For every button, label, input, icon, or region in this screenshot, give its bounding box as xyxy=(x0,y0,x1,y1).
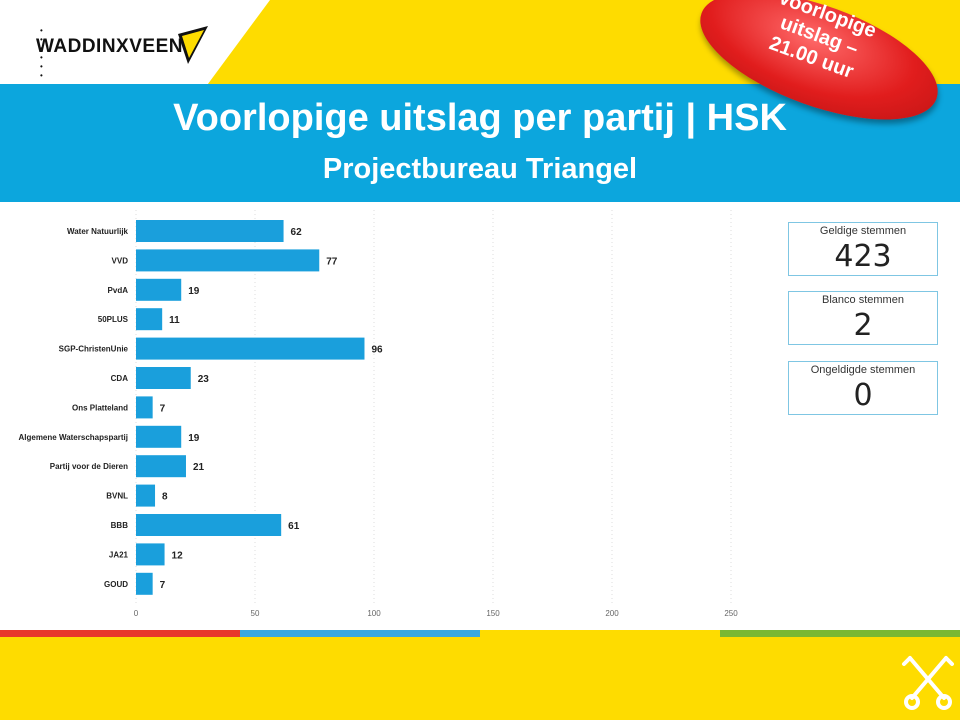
bar xyxy=(136,249,320,272)
category-label: VVD xyxy=(112,256,129,265)
stripe-blue xyxy=(240,630,480,637)
category-label: BBB xyxy=(111,521,129,530)
bar xyxy=(136,543,165,566)
category-label: 50PLUS xyxy=(98,315,129,324)
data-label: 7 xyxy=(160,403,166,414)
kpi-label: Geldige stemmen xyxy=(819,225,907,237)
bar xyxy=(136,396,153,419)
category-label: Partij voor de Dieren xyxy=(50,462,128,471)
data-label: 19 xyxy=(188,286,200,297)
kpi-invalid-votes: Ongeldigde stemmen 0 xyxy=(788,361,938,415)
bar xyxy=(136,484,156,507)
x-tick-label: 100 xyxy=(367,609,381,618)
kpi-value: 423 xyxy=(834,239,892,274)
data-label: 96 xyxy=(371,345,383,356)
kpi-label: Blanco stemmen xyxy=(822,294,904,306)
data-label: 21 xyxy=(193,462,205,473)
data-label: 12 xyxy=(172,550,184,561)
data-label: 61 xyxy=(288,521,300,532)
bar xyxy=(136,308,163,331)
bar xyxy=(136,425,182,448)
footer-yellow-band xyxy=(0,637,960,720)
page-subtitle: Projectbureau Triangel xyxy=(322,153,638,185)
stripe-red xyxy=(0,630,240,637)
data-label: 11 xyxy=(169,315,180,326)
logo-emblem-icon xyxy=(178,26,208,64)
kpi-value: 0 xyxy=(853,378,873,413)
category-label: JA21 xyxy=(109,550,129,559)
x-tick-label: 200 xyxy=(605,609,619,618)
kpi-valid-votes: Geldige stemmen 423 xyxy=(788,222,938,276)
category-label: PvdA xyxy=(108,286,129,295)
category-label: Algemene Waterschapspartij xyxy=(18,433,128,442)
crossed-keys-icon xyxy=(902,656,954,710)
page-title: Voorlopige uitslag per partij | HSK xyxy=(173,97,787,139)
bar xyxy=(136,337,365,360)
x-tick-label: 250 xyxy=(724,609,738,618)
bar xyxy=(136,455,186,478)
bar xyxy=(136,572,153,595)
category-label: SGP-ChristenUnie xyxy=(59,345,129,354)
bar xyxy=(136,514,282,536)
data-label: 19 xyxy=(188,433,200,444)
bar xyxy=(136,220,284,242)
category-label: Water Natuurlijk xyxy=(67,227,129,236)
x-tick-label: 50 xyxy=(251,609,260,618)
category-label: CDA xyxy=(111,374,129,383)
kpi-value: 2 xyxy=(853,308,873,343)
category-label: GOUD xyxy=(104,580,128,589)
kpi-label: Ongeldigde stemmen xyxy=(810,364,916,376)
category-label: BVNL xyxy=(106,492,128,501)
x-tick-label: 0 xyxy=(134,609,139,618)
data-label: 23 xyxy=(198,374,210,385)
bar xyxy=(136,278,182,301)
logo-dots: • • • • • • xyxy=(40,26,49,80)
data-label: 8 xyxy=(162,492,168,503)
data-label: 62 xyxy=(291,227,303,238)
stripe-yellow xyxy=(480,630,720,637)
title-band xyxy=(0,84,960,202)
data-label: 7 xyxy=(160,580,166,591)
logo-text: WADDINXVEEN xyxy=(36,36,183,57)
stripe-green xyxy=(720,630,960,637)
category-label: Ons Platteland xyxy=(72,403,128,412)
bar xyxy=(136,367,191,389)
x-tick-label: 150 xyxy=(486,609,500,618)
results-bar-chart: 050100150200250300Water Natuurlijk62VVD7… xyxy=(18,210,738,618)
data-label: 77 xyxy=(326,256,338,267)
kpi-blank-votes: Blanco stemmen 2 xyxy=(788,291,938,345)
